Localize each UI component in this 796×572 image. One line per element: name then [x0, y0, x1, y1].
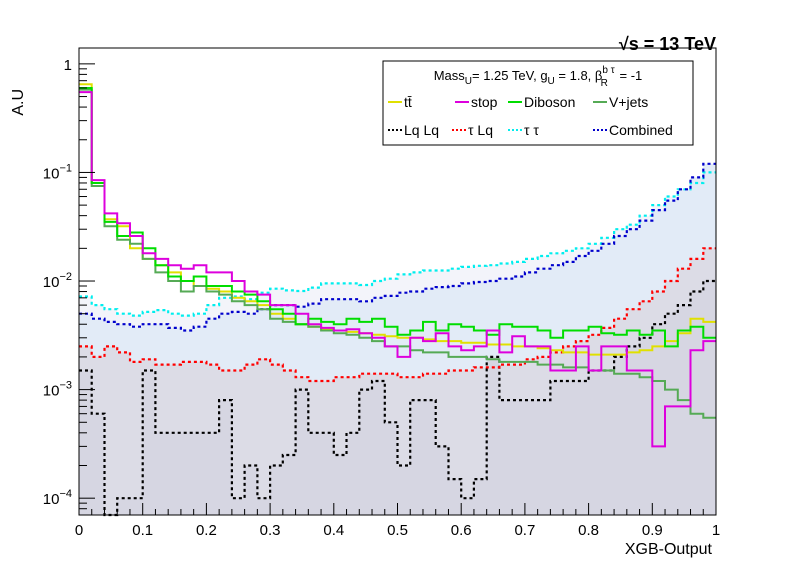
series-fill-3 [79, 281, 716, 515]
series-line-2 [79, 87, 716, 348]
y-tick-label: 1 [64, 57, 72, 74]
legend-entries: tt̄ stop Diboson V+jets Lq Lq τ Lq τ τ Combined [388, 94, 673, 138]
x-tick-label: 0.6 [451, 522, 472, 539]
filled-areas [79, 163, 716, 516]
x-tick-label: 0.8 [578, 522, 599, 539]
y-tick-label: 10−1 [43, 162, 72, 182]
legend-entry: Lq Lq [388, 122, 439, 138]
legend-label: tt̄ [404, 94, 412, 110]
x-axis-label: XGB-Output [625, 541, 713, 558]
legend-entry: τ Lq [452, 122, 493, 138]
x-tick-label: 0.5 [387, 522, 408, 539]
x-tick-label: 0.1 [132, 522, 153, 539]
x-tick-label: 0 [75, 522, 83, 539]
series-line-3 [79, 88, 716, 419]
legend-label: Diboson [524, 94, 575, 110]
series-line-7 [79, 162, 716, 332]
axis-ticks: 0 0.1 0.2 0.3 0.4 0.5 0.6 0.7 0.8 0.9 1 1 10−1 10−2 10… [43, 57, 720, 539]
y-tick-label: 10−3 [43, 380, 72, 400]
legend-label: stop [471, 94, 498, 110]
y-tick-label: 10−4 [43, 488, 72, 508]
x-tick-label: 0.4 [323, 522, 344, 539]
series-lines [79, 83, 716, 517]
x-tick-label: 1 [712, 522, 720, 539]
y-tick-label: 10−2 [43, 271, 72, 291]
legend-label: τ Lq [468, 122, 493, 138]
legend-label: Lq Lq [404, 122, 439, 138]
legend-entry: τ τ [508, 122, 539, 138]
legend-entry: stop [455, 94, 498, 110]
legend-label: V+jets [609, 94, 648, 110]
legend-entry: Combined [593, 122, 673, 138]
x-tick-label: 0.3 [260, 522, 281, 539]
legend-box [382, 60, 694, 146]
energy-annotation: √s = 13 TeV [619, 34, 716, 54]
legend-entry: tt̄ [388, 94, 412, 110]
legend-label: Combined [609, 122, 673, 138]
legend-entry: Diboson [508, 94, 575, 110]
series-line-4 [79, 279, 716, 517]
x-tick-label: 0.9 [642, 522, 663, 539]
x-tick-label: 0.2 [196, 522, 217, 539]
legend-label: τ τ [524, 122, 539, 138]
legend-entry: V+jets [593, 94, 648, 110]
y-axis-label: A.U [10, 89, 27, 116]
series-line-1 [79, 91, 716, 448]
x-tick-label: 0.7 [514, 522, 535, 539]
